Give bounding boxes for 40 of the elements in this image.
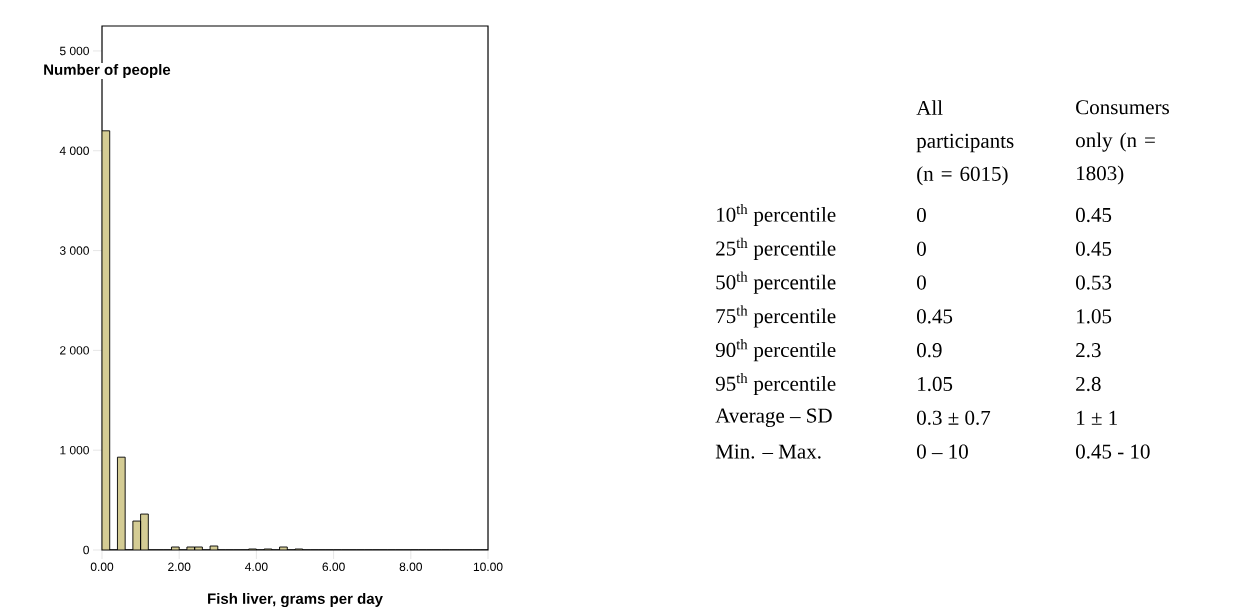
text: 0.45 bbox=[1076, 241, 1112, 256]
text: 75$^{th}$ percentile bbox=[716, 305, 836, 328]
text: 50$^{th}$ percentile bbox=[716, 271, 836, 294]
x-tick-label: 10.00 bbox=[473, 562, 503, 572]
text: 90$^{th}$ percentile bbox=[715, 339, 836, 362]
y-tick-label: 5 000 bbox=[59, 46, 89, 56]
text: 2.8 bbox=[1076, 376, 1101, 392]
text: 95$^{th}$ percentile bbox=[715, 372, 836, 396]
text: 25$^{th}$ percentile bbox=[716, 237, 836, 260]
text: 0 bbox=[917, 207, 926, 223]
y-tick-label: 4 000 bbox=[59, 146, 89, 155]
x-tick-label: 2.00 bbox=[168, 562, 191, 572]
text: 0.3 ± 0.7 bbox=[917, 410, 991, 425]
text: 0 bbox=[917, 275, 926, 290]
text: 0 – 10 bbox=[917, 444, 968, 459]
text: Min. – Max. bbox=[715, 444, 821, 459]
x-tick-label: 6.00 bbox=[322, 562, 345, 572]
text: 0.9 bbox=[917, 343, 942, 358]
y-axis-title: Number of people bbox=[44, 64, 171, 78]
y-tick-label: 1 000 bbox=[60, 445, 89, 455]
y-tick-label: 2 000 bbox=[60, 346, 89, 355]
y-tick-label: 3 000 bbox=[59, 246, 89, 255]
text: All participants (n = 6015) bbox=[916, 100, 1014, 186]
text: 0.45 bbox=[917, 309, 953, 324]
text: 10$^{th}$ percentile bbox=[717, 203, 836, 227]
x-tick-label: 8.00 bbox=[399, 562, 423, 572]
x-axis-title: Fish liver, grams per day bbox=[208, 592, 383, 608]
text: Average – SD bbox=[715, 408, 832, 428]
y-tick-label: 0 bbox=[83, 545, 90, 555]
text: 1 ± 1 bbox=[1077, 410, 1117, 425]
x-tick-label: 0.00 bbox=[90, 562, 114, 572]
text: 0.45 bbox=[1076, 207, 1112, 223]
text: 0.45 - 10 bbox=[1076, 444, 1150, 459]
text: Consumers only (n = 1803) bbox=[1076, 100, 1169, 185]
x-tick-label: 4.00 bbox=[245, 562, 268, 572]
text: 2.3 bbox=[1076, 343, 1101, 358]
text: 0 bbox=[917, 241, 926, 256]
text: 1.05 bbox=[918, 376, 953, 392]
text: 1.05 bbox=[1077, 309, 1112, 324]
text: 0.53 bbox=[1076, 275, 1112, 290]
